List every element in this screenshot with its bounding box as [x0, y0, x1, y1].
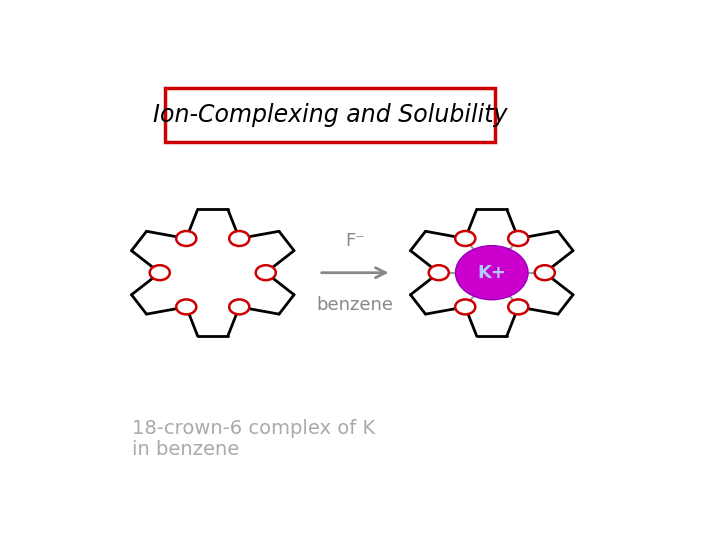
Circle shape — [229, 231, 249, 246]
Circle shape — [535, 265, 555, 280]
Circle shape — [256, 265, 276, 280]
Circle shape — [508, 231, 528, 246]
Text: benzene: benzene — [317, 295, 394, 314]
Circle shape — [455, 231, 475, 246]
Circle shape — [176, 299, 197, 314]
Circle shape — [150, 265, 170, 280]
Circle shape — [229, 299, 249, 314]
Text: K+: K+ — [477, 264, 506, 282]
FancyArrowPatch shape — [322, 268, 385, 278]
Circle shape — [456, 246, 528, 300]
Text: in benzene: in benzene — [132, 440, 239, 459]
FancyBboxPatch shape — [166, 87, 495, 141]
Circle shape — [428, 265, 449, 280]
Circle shape — [176, 231, 197, 246]
Text: 18-crown-6 complex of K: 18-crown-6 complex of K — [132, 419, 375, 438]
Circle shape — [508, 299, 528, 314]
Text: F⁻: F⁻ — [345, 232, 365, 250]
Text: Ion-Complexing and Solubility: Ion-Complexing and Solubility — [153, 103, 507, 127]
Circle shape — [455, 299, 475, 314]
